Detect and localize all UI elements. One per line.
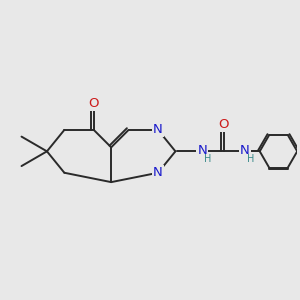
Text: N: N bbox=[153, 166, 163, 179]
Text: O: O bbox=[88, 97, 99, 110]
Text: N: N bbox=[240, 143, 250, 157]
Text: H: H bbox=[204, 154, 211, 164]
Text: N: N bbox=[153, 123, 163, 136]
Text: H: H bbox=[247, 154, 254, 164]
Text: O: O bbox=[218, 118, 229, 131]
Text: N: N bbox=[197, 143, 207, 157]
